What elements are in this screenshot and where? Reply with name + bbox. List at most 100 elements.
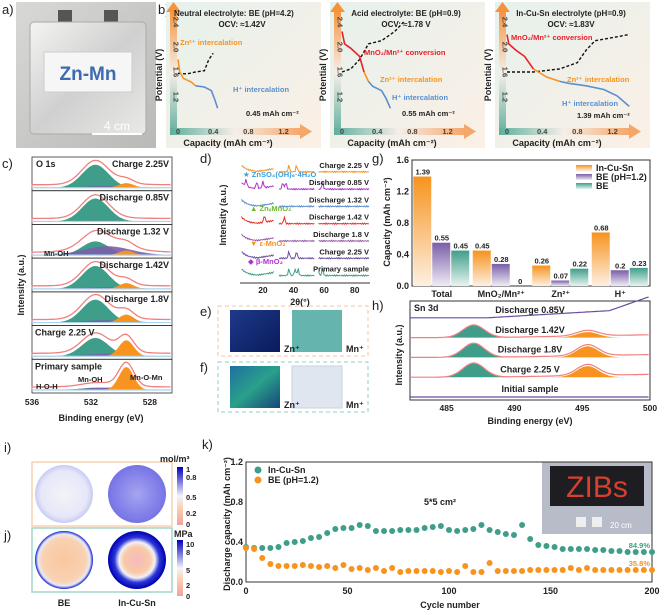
c-envelope-fit [31,159,171,188]
h-peak-sn-3d3 [410,332,650,338]
c-spectrum-label: Primary sample [35,361,102,371]
d-x-tick-label: 80 [350,285,360,295]
inset-cell-2 [592,517,602,527]
d-xrd-trace [241,215,369,226]
panel-label-g: g) [372,151,384,166]
j-colorbar-tick: 5 [186,566,190,575]
b-x-tick-label: 1.2 [278,127,288,136]
g-bar [472,250,491,286]
c-spectrum-label: Discharge 1.32 V [97,226,169,236]
k-legend-marker [254,466,262,474]
k-data-point [592,567,599,573]
c-spectrum-row: Primary sample [31,358,173,394]
k-retention-label: 84.9% [629,541,651,550]
h-spectrum-label: Discharge 1.8V [498,345,563,355]
k-data-point [519,568,526,574]
c-peak-mn-o-mn [32,183,172,188]
k-data-point [316,534,323,540]
b-title: In-Cu-Sn electrolyte (pH=0.9) [516,9,626,18]
c-spectrum-label: Charge 2.25 V [35,328,95,338]
k-data-point [608,548,615,554]
d-trace-label: Charge 2.25 V [319,247,369,256]
k-data-point [291,563,298,569]
g-y-tick-label: 1.2 [396,187,409,197]
scale-bar-label: 4 cm [104,119,130,133]
b-y-axis-label: Potential (V) [154,49,164,102]
k-data-point [551,544,558,550]
k-data-point [567,565,574,571]
h-spectrum-line [410,324,649,339]
b-subplot-1: 1.2 1.6 2.0 2.4 0 0.4 0.8 1.2 Capacity (mAh cm⁻²… [154,2,321,148]
panel-label-k: k) [202,437,213,452]
h-x-tick-label: 490 [507,403,521,413]
k-data-point [332,565,339,571]
g-legend-label: BE (pH=1.2) [596,172,647,182]
b-x-tick-label: 0 [176,127,180,136]
k-data-point [575,546,582,552]
panel-h: h) Intensity (a.u.) Binding energy (eV) … [372,296,657,426]
h-peak-sn-3d5 [410,362,650,378]
panel-label-c: c) [2,156,13,171]
k-x-tick-label: 50 [342,586,352,596]
panel-label-j: j) [3,528,11,543]
k-data-point [429,568,436,574]
b-y-axis-arrowhead [330,2,345,12]
k-x-tick-label: 0 [243,586,248,596]
b-discharge-h-intercalation [559,80,630,108]
h-spectrum-label: Charge 2.25 V [500,364,560,374]
k-data-point [429,524,436,530]
d-x-tick-label: 60 [319,285,329,295]
k-data-point [624,549,631,555]
k-data-point [381,528,388,534]
k-data-point [275,563,282,569]
k-data-point [551,567,558,573]
k-data-point [364,567,371,573]
k-data-point [316,564,323,570]
panel-g: g) Capacity (mAh cm⁻²) 0.0 0.4 0.8 1.2 1.6 To… [372,151,651,299]
k-data-point [275,544,282,550]
j-frame [31,527,173,593]
b-y-tick-label: 2.0 [501,42,510,52]
d-xrd-trace [241,199,370,208]
h-title: Sn 3d [414,303,439,313]
d-x-tick-label: 40 [289,285,299,295]
g-bar [432,242,451,286]
label-be: BE [58,598,71,608]
b-charge-curve [177,52,214,75]
k-data-point [267,561,274,567]
c-peak-mn-oh [32,246,172,256]
b-label-h-intercalation: H⁺ intercalation [562,99,618,108]
b-x-tick-label: 0 [505,127,509,136]
b-subplot-2: 1.2 1.6 2.0 2.4 0 0.4 0.8 1.2 Capacity (mAh cm⁻²… [318,2,485,148]
d-trace-label: Discharge 1.42 V [309,213,369,222]
h-x-tick-label: 500 [643,403,657,413]
c-spectrum-row: Discharge 0.85V [31,190,173,225]
b-x-tick-label: 0 [340,127,344,136]
k-data-point [340,562,347,568]
k-legend-marker [254,476,262,484]
led-sign-text: ZIBs [566,471,628,504]
b-subplot-3: 1.2 1.6 2.0 2.4 0 0.4 0.8 1.2 Capacity (mAh cm⁻²… [483,2,650,148]
k-data-point [421,525,428,531]
cell-label-sticker [43,51,133,93]
c-spectrum-row: Discharge 1.42V [31,257,173,293]
b-label-zn-intercalation: Zn²⁺ intercalation [567,75,630,84]
panel-f: f) Zn⁺ Mn⁺ [200,360,369,413]
k-data-point [299,562,306,568]
k-data-point [510,532,517,538]
k-data-point [356,565,363,571]
k-data-point [632,549,639,555]
d-trace-label: Primary sample [313,265,369,274]
k-data-point [291,539,298,545]
b-x-axis-arrowhead [300,124,312,139]
g-bar-value-label: 0.68 [594,223,609,232]
k-data-point [649,549,655,555]
g-bar-value-label: 0.23 [632,259,647,268]
d-legend-znmno2: ▲ ZnₓMnO₂ [250,204,291,213]
b-y-tick-label: 2.4 [172,17,181,28]
b-background [330,2,485,148]
h-x-tick-label: 485 [440,403,454,413]
i-colorbar-tick: 0.5 [186,493,196,502]
k-data-point [462,563,469,569]
